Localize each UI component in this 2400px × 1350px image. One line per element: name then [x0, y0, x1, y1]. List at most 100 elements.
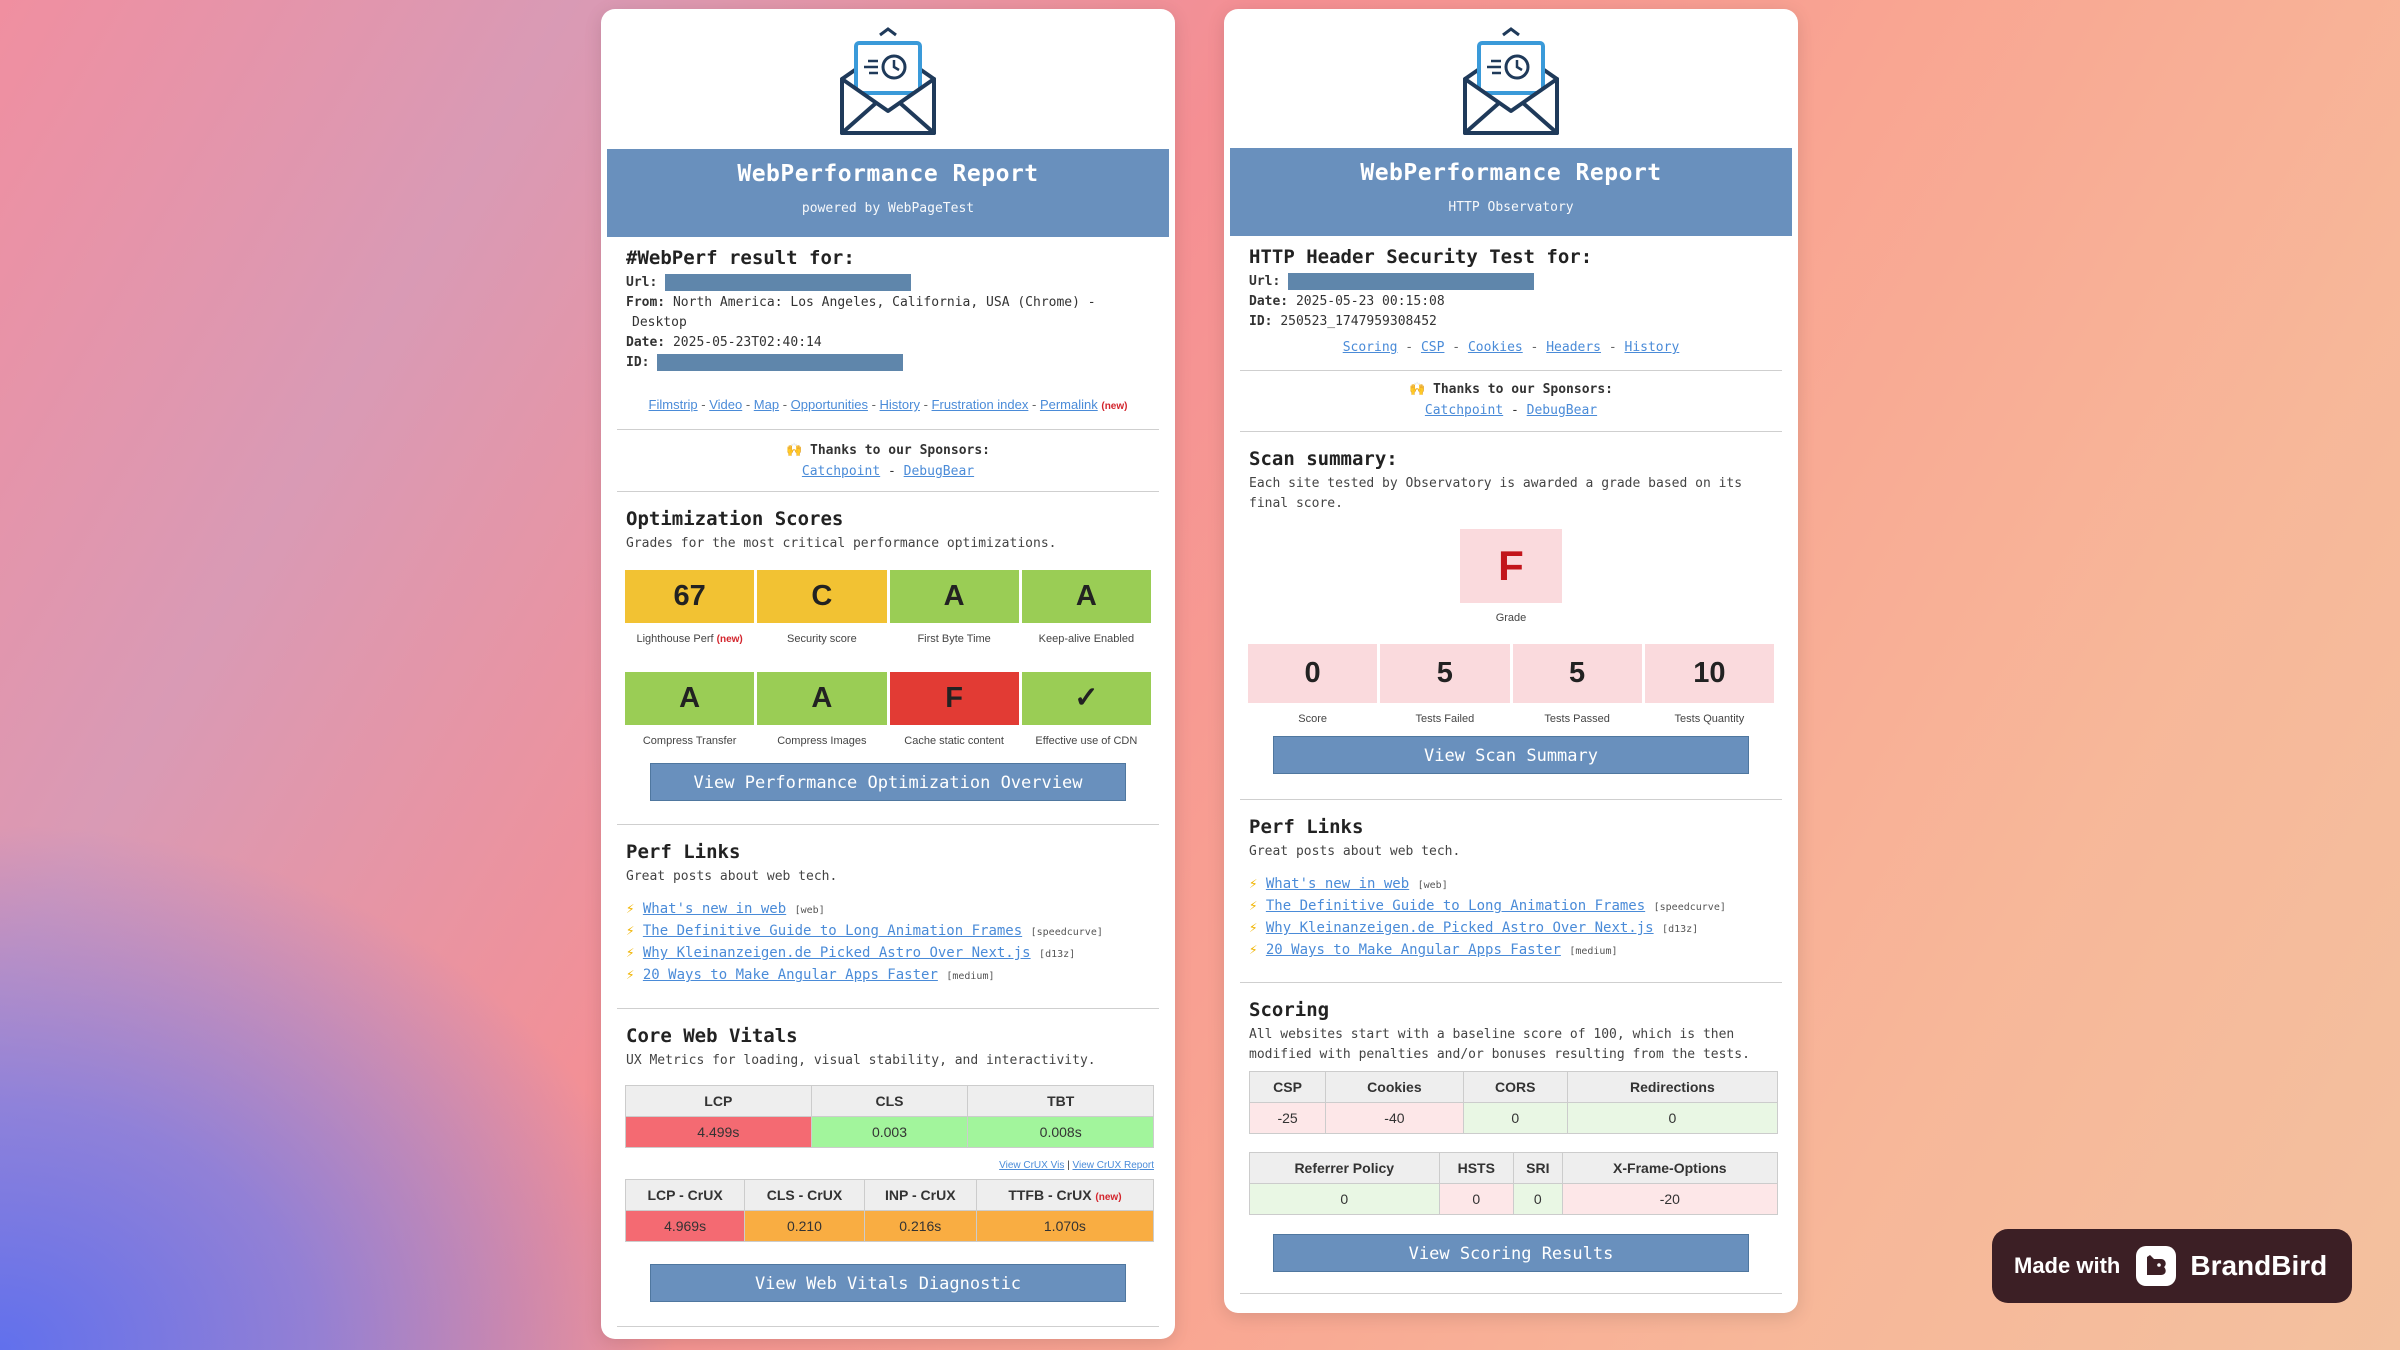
perf-links-subtitle: Great posts about web tech. [626, 869, 838, 884]
grade-label: Lighthouse Perf [636, 633, 714, 645]
grade-keep-alive: A Keep-alive Enabled [1021, 570, 1151, 645]
scoring-subtitle: All websites start with a baseline score… [1249, 1027, 1750, 1062]
link-history[interactable]: History [879, 397, 920, 412]
grade-compress-transfer: A Compress Transfer [625, 672, 755, 747]
lightning-icon: ⚡ [1249, 942, 1258, 958]
sponsor-catchpoint[interactable]: Catchpoint [801, 464, 881, 479]
link-scoring[interactable]: Scoring [1342, 340, 1398, 355]
envelope-clock-icon [1463, 27, 1559, 135]
date-label: Date: [626, 335, 666, 350]
perf-link[interactable]: The Definitive Guide to Long Animation F… [642, 923, 1023, 939]
from-value-cont: Desktop [632, 315, 687, 330]
perf-links-list: ⚡ What's new in web [web] ⚡ The Definiti… [626, 899, 1150, 987]
cwv-section: Core Web Vitals UX Metrics for loading, … [601, 1009, 1175, 1071]
grade-compress-images: A Compress Images [757, 672, 887, 747]
scoring-header-hsts: HSTS [1438, 1152, 1514, 1184]
link-history[interactable]: History [1624, 340, 1680, 355]
lightning-icon: ⚡ [626, 945, 635, 961]
lightning-icon: ⚡ [626, 901, 635, 917]
divider [617, 491, 1159, 492]
crux-header-cls: CLS - CrUX [744, 1179, 865, 1211]
webpagetest-report-card: WebPerformance Report powered by WebPage… [601, 9, 1175, 1339]
link-map[interactable]: Map [753, 397, 780, 412]
sponsor-debugbear[interactable]: DebugBear [1526, 403, 1598, 418]
link-filmstrip[interactable]: Filmstrip [648, 397, 698, 412]
grade-value: A [1021, 570, 1151, 623]
stat-value: 5 [1512, 644, 1642, 703]
view-optimization-overview-button[interactable]: View Performance Optimization Overview [650, 763, 1126, 801]
perf-links-list: ⚡ What's new in web [web] ⚡ The Definiti… [1249, 874, 1773, 962]
link-permalink[interactable]: Permalink [1039, 397, 1098, 412]
new-badge: (new) [1095, 1192, 1122, 1203]
view-crux-vis-link[interactable]: View CrUX Vis [999, 1160, 1065, 1171]
banner-title: WebPerformance Report [1360, 160, 1662, 186]
perf-link[interactable]: 20 Ways to Make Angular Apps Faster [642, 967, 938, 983]
scoring-header-redirections: Redirections [1566, 1071, 1779, 1103]
grade-security-score: C Security score [757, 570, 887, 645]
new-badge: (new) [1101, 401, 1128, 412]
scoring-value-cookies: -40 [1325, 1102, 1464, 1134]
link-video[interactable]: Video [709, 397, 743, 412]
report-banner: WebPerformance Report powered by WebPage… [607, 149, 1169, 237]
from-value: North America: Los Angeles, California, … [672, 295, 1096, 310]
made-with-brandbird-badge[interactable]: Made with BrandBird [1992, 1229, 2352, 1303]
report-banner: WebPerformance Report HTTP Observatory [1230, 148, 1792, 236]
sponsor-debugbear[interactable]: DebugBear [903, 464, 975, 479]
scoring-value-hsts: 0 [1438, 1183, 1514, 1215]
grade-cdn: ✓ Effective use of CDN [1021, 672, 1151, 747]
view-scan-summary-button[interactable]: View Scan Summary [1273, 736, 1749, 774]
cwv-value-tbt: 0.008s [967, 1116, 1154, 1148]
perf-link[interactable]: 20 Ways to Make Angular Apps Faster [1265, 942, 1561, 958]
list-item: ⚡ What's new in web [web] [1249, 874, 1773, 896]
grade-label: Effective use of CDN [1035, 735, 1138, 747]
perf-link[interactable]: The Definitive Guide to Long Animation F… [1265, 898, 1646, 914]
date-value: 2025-05-23T02:40:14 [672, 335, 822, 350]
link-headers[interactable]: Headers [1546, 340, 1602, 355]
grade-first-byte-time: A First Byte Time [889, 570, 1019, 645]
perf-links-heading: Perf Links [626, 841, 741, 863]
grade-cache-static: F Cache static content [889, 672, 1019, 747]
security-test-section: HTTP Header Security Test for: Url: Date… [1224, 236, 1798, 332]
scoring-header-csp: CSP [1248, 1071, 1327, 1103]
crux-header-ttfb: TTFB - CrUX (new) [975, 1179, 1155, 1211]
scoring-value-redirections: 0 [1566, 1102, 1779, 1134]
id-label: ID: [626, 355, 650, 370]
view-scoring-results-button[interactable]: View Scoring Results [1273, 1234, 1749, 1272]
link-cookies[interactable]: Cookies [1467, 340, 1523, 355]
perf-link-tag: [d13z] [1662, 924, 1699, 935]
scoring-heading: Scoring [1249, 999, 1330, 1021]
new-badge: (new) [716, 634, 743, 645]
sponsor-catchpoint[interactable]: Catchpoint [1424, 403, 1504, 418]
url-label: Url: [626, 275, 658, 290]
grade-label: Compress Images [777, 735, 867, 747]
perf-link[interactable]: What's new in web [642, 901, 787, 917]
link-opportunities[interactable]: Opportunities [790, 397, 868, 412]
grade-lighthouse-perf: 67 Lighthouse Perf (new) [625, 570, 755, 645]
scoring-value-sri: 0 [1513, 1183, 1563, 1215]
envelope-clock-icon [840, 27, 936, 135]
link-frustration-index[interactable]: Frustration index [931, 397, 1029, 412]
stat-value: 5 [1380, 644, 1510, 703]
banner-subtitle: HTTP Observatory [1448, 200, 1574, 215]
stat-label: Score [1298, 713, 1327, 725]
view-crux-report-link[interactable]: View CrUX Report [1072, 1160, 1154, 1171]
perf-link[interactable]: What's new in web [1265, 876, 1410, 892]
observatory-links: Scoring - CSP - Cookies - Headers - Hist… [1342, 340, 1680, 355]
id-value: 250523_1747959308452 [1280, 314, 1437, 329]
link-csp[interactable]: CSP [1420, 340, 1445, 355]
crux-value-cls: 0.210 [744, 1210, 865, 1242]
view-web-vitals-diagnostic-button[interactable]: View Web Vitals Diagnostic [650, 1264, 1126, 1302]
report-links: Filmstrip - Video - Map - Opportunities … [648, 397, 1128, 412]
perf-links-section: Perf Links Great posts about web tech. ⚡… [1224, 800, 1798, 962]
perf-links-subtitle: Great posts about web tech. [1249, 844, 1461, 859]
logo-area [1224, 9, 1798, 148]
divider [617, 1326, 1159, 1327]
cwv-header-cls: CLS [810, 1085, 969, 1117]
perf-link[interactable]: Why Kleinanzeigen.de Picked Astro Over N… [1265, 920, 1654, 936]
stat-label: Tests Quantity [1674, 713, 1745, 725]
brandbird-logo-icon [2136, 1246, 2177, 1286]
perf-link[interactable]: Why Kleinanzeigen.de Picked Astro Over N… [642, 945, 1031, 961]
grade-value: 67 [625, 570, 755, 623]
scoring-value-x-frame-options: -20 [1561, 1183, 1779, 1215]
